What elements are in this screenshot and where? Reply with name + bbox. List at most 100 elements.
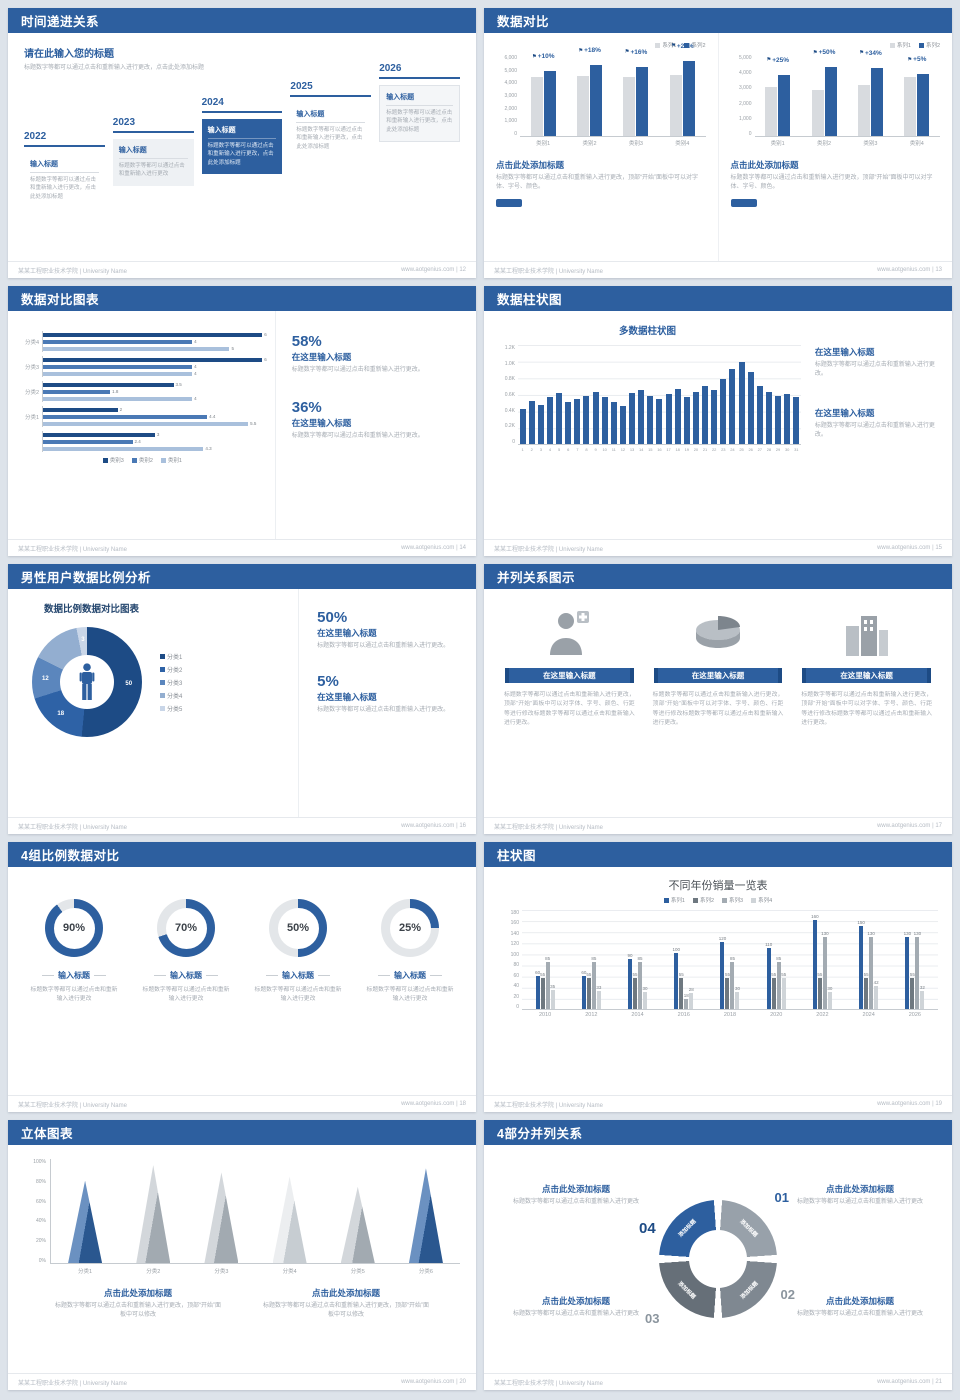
bar — [917, 74, 930, 136]
slide-18[interactable]: 4组比例数据对比 90% 输入标题 标题数字等都可以通过点击和重新输入进行更改 … — [8, 842, 476, 1112]
footer-org: 某某工程职业技术学院 | University Name — [18, 268, 127, 275]
x-tick: 2014 — [631, 1012, 644, 1018]
bar-group — [592, 392, 599, 444]
bar-value: 55 — [632, 972, 638, 978]
bar-group: 120 55 85 30 — [719, 936, 740, 1009]
bar — [647, 395, 654, 444]
percent-text: +18% — [584, 47, 601, 55]
x-tick: 2018 — [723, 1012, 737, 1018]
corner-body: 标题数字等都可以通过点击和重新输入进行更改 — [796, 1311, 923, 1317]
bar-group — [610, 402, 617, 444]
bar-value: 55 — [586, 972, 592, 978]
x-tick: 6 — [567, 447, 570, 452]
category-label: 分类1 — [24, 414, 39, 421]
bar: 90 — [628, 953, 633, 1009]
percent-label: ⚑ +22% — [671, 43, 694, 50]
cone-slot — [324, 1159, 392, 1263]
legend-swatch — [102, 457, 108, 463]
intro-title: 请在此输入您的标题 — [24, 49, 114, 60]
bar: 60 — [581, 970, 586, 1009]
legend-swatch — [663, 897, 669, 903]
bar-value: 100 — [672, 947, 681, 953]
slide-17[interactable]: 并列关系图示 在这里输入标题 标题数字等都可以通过点击和重新输入进行更改，顶部“… — [484, 564, 952, 834]
footer-site: www.aotgenius.com | 16 — [401, 823, 466, 829]
bar: 130 — [821, 931, 829, 1009]
bar-group: ⚑ +18% — [577, 47, 603, 136]
column-text: 标题数字等都可以通过点击和重新输入进行更改，顶部“开始”面板中可以对字体、字号、… — [801, 692, 933, 726]
bar-group — [784, 394, 791, 444]
slide-15[interactable]: 数据柱状图 多数据柱状图 1.2K 1.0K 0.8K 0.6K 0.4K 0.2K 0 1 2… — [484, 286, 952, 556]
x-tick: 类别3 — [628, 141, 643, 147]
timeline-year: 2026 — [379, 63, 402, 74]
y-tick: 0.2K — [504, 423, 515, 430]
bar-group — [711, 389, 718, 444]
footer-site: www.aotgenius.com | 19 — [877, 1101, 942, 1107]
hbar — [43, 371, 193, 376]
slide-12[interactable]: 时间递进关系 请在此输入您的标题 标题数字等都可以通过点击和重新输入进行更改，点… — [8, 8, 476, 278]
legend-swatch — [160, 679, 165, 685]
hbar — [43, 432, 155, 437]
legend-swatch — [889, 42, 895, 48]
bars-area: ⚑ +10% ⚑ +18% ⚑ +16% ⚑ +22% — [520, 43, 706, 137]
slide-15-body: 多数据柱状图 1.2K 1.0K 0.8K 0.6K 0.4K 0.2K 0 1 2 3 4 5 6 7 8… — [484, 311, 952, 539]
x-tick: 22 — [711, 447, 717, 452]
stat-block: 36% 在这里输入标题 标题数字等都可以通过点击和重新输入进行更改。 — [292, 399, 460, 441]
slide-12-body: 请在此输入您的标题 标题数字等都可以通过点击和重新输入进行更改，点击此处添加标题… — [8, 33, 476, 261]
chart-legend: 分类1 分类2 分类3 分类4 分类5 — [160, 652, 182, 713]
slide-14[interactable]: 数据对比图表 分类4 6 4 5 分类3 6 4 4 分类2 3.5 1.8 4 分类1 2 4.4 5.5 3… — [8, 286, 476, 556]
banner-label: 在这里输入标题 — [543, 671, 596, 680]
timeline-underline — [24, 145, 105, 147]
bar-group: 130 55 130 32 — [904, 931, 925, 1009]
cone-slot — [256, 1159, 324, 1263]
bar: 55 — [781, 972, 786, 1009]
footer-org: 某某工程职业技术学院 | University Name — [494, 1102, 603, 1109]
stat-percent: 50% — [317, 609, 348, 626]
slide-19[interactable]: 柱状图 不同年份销量一览表 系列1 系列2 系列3 系列4 180 160 140 120 1… — [484, 842, 952, 1112]
bar — [546, 397, 553, 444]
bar — [870, 67, 883, 136]
bar: 85 — [591, 956, 596, 1009]
cone — [136, 1165, 171, 1263]
slide-13[interactable]: 数据对比 系列1 系列2 6,000 5,000 4,000 3,000 2,000 1,0… — [484, 8, 952, 278]
slide-13-body: 系列1 系列2 6,000 5,000 4,000 3,000 2,000 1,000 0 ⚑ +… — [484, 33, 952, 261]
percent-label: ⚑ +25% — [766, 57, 789, 64]
slide-title: 4部分并列关系 — [497, 1127, 583, 1141]
bar — [702, 385, 709, 444]
hbar-value: 3.5 — [175, 382, 182, 387]
y-tick: 1.2K — [504, 345, 515, 351]
bar-value: 130 — [903, 930, 912, 936]
percent-text: +22% — [676, 42, 694, 50]
bar-value: 60 — [581, 969, 587, 975]
bar: 55 — [910, 972, 915, 1009]
ring-card-2: 70% 输入标题 标题数字等都可以通过点击和重新输入进行更改 — [136, 899, 236, 1095]
slide-13-header: 数据对比 — [484, 8, 952, 33]
hbar-value: 6 — [264, 332, 267, 337]
progress-ring: 90% — [45, 899, 103, 957]
slide-20[interactable]: 立体图表 100% 80% 60% 40% 20% 0% 分类1 分类2 分类3 分类4 分类5 分… — [8, 1120, 476, 1390]
slide-21[interactable]: 4部分并列关系 点击此处添加标题 标题数字等都可以通过点击和重新输入进行更改 点… — [484, 1120, 952, 1390]
y-tick: 2,000 — [738, 100, 752, 107]
slide-15-header: 数据柱状图 — [484, 286, 952, 311]
plot-area: 1 2 3 4 5 6 7 8 9 10 11 12 13 14 15 16 17 18 19 20 21 22 23 24 2… — [518, 345, 801, 452]
hbar — [43, 382, 174, 387]
bar — [824, 67, 837, 136]
timeline-box: 输入标题 标题数字等都可以通过点击和重新输入进行更改 — [112, 139, 194, 186]
male-icon — [79, 663, 95, 700]
footer-site: www.aotgenius.com | 14 — [401, 545, 466, 551]
legend-swatch — [684, 42, 690, 48]
y-axis: 6,000 5,000 4,000 3,000 2,000 1,000 0 — [496, 55, 520, 137]
percent-label: ⚑ +34% — [859, 50, 882, 57]
ring-card-1: 90% 输入标题 标题数字等都可以通过点击和重新输入进行更改 — [24, 899, 124, 1095]
y-tick: 40 — [513, 983, 519, 990]
bar-group — [765, 392, 772, 444]
ring-heading: 输入标题 — [136, 970, 236, 981]
slide-16[interactable]: 男性用户数据比例分析 数据比例数据对比图表 50 18 12 3 — [8, 564, 476, 834]
bar-group — [638, 389, 645, 444]
bar — [674, 389, 681, 444]
hbar — [43, 346, 230, 351]
hbar-line: 4.4 — [43, 414, 267, 419]
legend-item: 系列2 — [918, 41, 940, 49]
bar: 160 — [811, 914, 819, 1009]
progress-ring: 25% — [381, 899, 439, 957]
slide-title: 并列关系图示 — [497, 571, 576, 585]
